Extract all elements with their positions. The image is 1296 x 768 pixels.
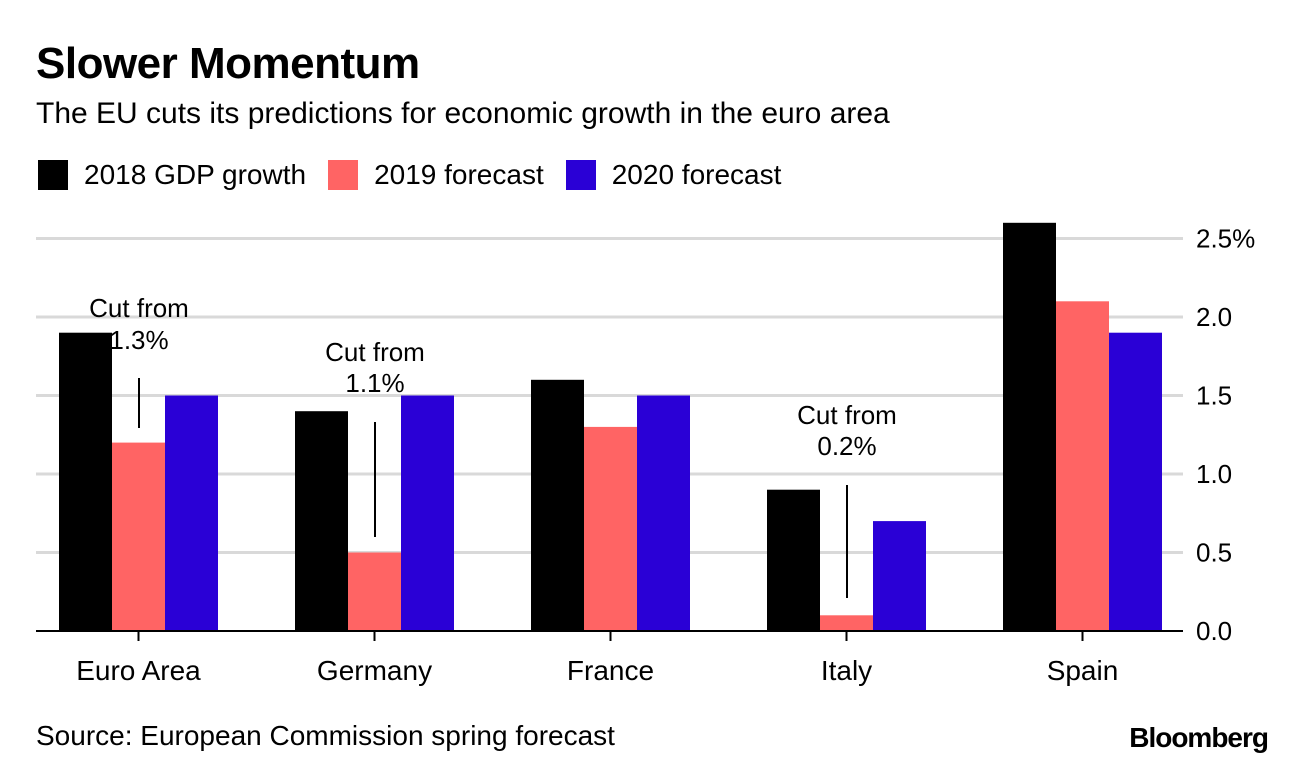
legend-label-2018: 2018 GDP growth [84,159,307,190]
bar [873,521,926,631]
bar [584,426,637,631]
chart-subtitle: The EU cuts its predictions for economic… [36,97,890,130]
legend-item-2018: 2018 GDP growth [38,159,306,191]
x-category-label: Spain [1047,655,1119,686]
bar [637,395,690,631]
legend-swatch-2018 [38,160,68,190]
y-tick-label: 0.5 [1196,538,1232,568]
bar [401,395,454,631]
x-category-label: Germany [317,655,432,686]
legend-label-2019: 2019 forecast [374,159,544,190]
bar [295,411,348,631]
bar [531,379,584,631]
bar [1109,332,1162,631]
bar [1056,301,1109,631]
bar [1003,222,1056,632]
y-tick-label: 0.0 [1196,616,1232,646]
y-tick-label: 1.5 [1196,381,1232,411]
legend-swatch-2020 [565,160,596,190]
y-tick-label: 1.0 [1196,459,1232,489]
bar [767,489,820,631]
annotation-value: 1.1% [345,368,404,398]
x-category-label: Euro Area [76,655,201,686]
bar [348,552,401,631]
annotation-text: Cut from [325,337,425,367]
legend-item-2020: 2020 forecast [565,159,782,191]
legend-label-2020: 2020 forecast [611,159,782,190]
bar [112,442,165,631]
legend-item-2019: 2019 forecast [328,159,544,191]
bar [820,615,873,631]
source-note: Source: European Commission spring forec… [36,720,615,751]
legend-swatch-2019 [328,160,359,190]
x-category-label: Italy [821,655,872,686]
bar [59,332,112,631]
bloomberg-logo: Bloomberg [1129,722,1269,753]
annotation-value: 0.2% [817,431,876,461]
annotation-value: 1.3% [109,325,168,355]
annotation-text: Cut from [797,400,897,430]
legend: 2018 GDP growth 2019 forecast 2020 forec… [38,157,803,193]
chart-title: Slower Momentum [36,39,420,88]
bar [165,395,218,631]
annotation-text: Cut from [89,293,189,323]
x-category-label: France [567,655,654,686]
y-tick-label: 2.5% [1196,224,1255,254]
y-tick-label: 2.0 [1196,302,1232,332]
